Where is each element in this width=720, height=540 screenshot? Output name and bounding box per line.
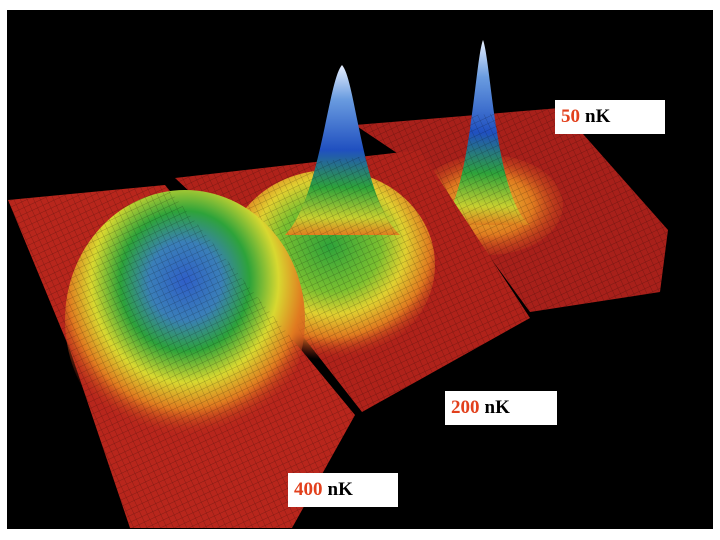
label-unit: nK: [484, 397, 510, 418]
mesh: [8, 185, 355, 528]
temperature-label: 50 nK: [555, 100, 665, 134]
label-value: 400: [294, 479, 323, 500]
label-value: 200: [451, 397, 480, 418]
label-value: 50: [561, 106, 580, 127]
temperature-label: 400 nK: [288, 473, 398, 507]
mesh: [175, 150, 530, 412]
temperature-label: 200 nK: [445, 391, 557, 425]
label-unit: nK: [327, 479, 353, 500]
label-unit: nK: [585, 106, 611, 127]
mesh: [355, 108, 668, 312]
